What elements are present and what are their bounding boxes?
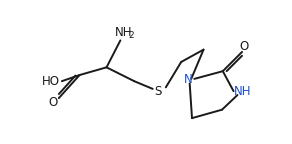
Text: O: O bbox=[240, 40, 249, 53]
Text: S: S bbox=[154, 85, 162, 98]
Text: NH: NH bbox=[234, 86, 252, 98]
Text: HO: HO bbox=[42, 75, 60, 88]
Text: O: O bbox=[49, 96, 58, 109]
Text: NH: NH bbox=[115, 26, 133, 39]
Text: N: N bbox=[184, 73, 192, 86]
Text: 2: 2 bbox=[128, 31, 134, 40]
